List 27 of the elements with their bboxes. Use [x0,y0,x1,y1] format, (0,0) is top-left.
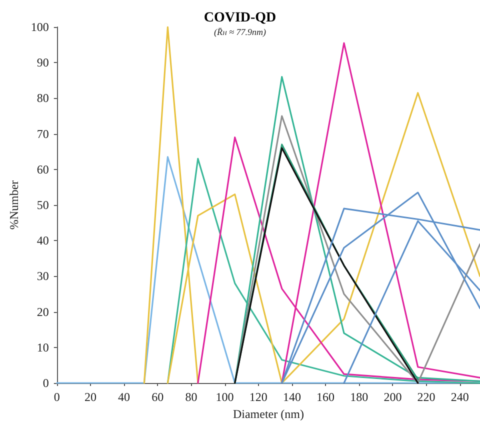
y-tick-label: 40 [36,234,49,248]
y-tick-label: 20 [36,304,49,319]
y-tick-label: 50 [36,198,49,212]
x-tick-label: 20 [84,390,96,404]
y-axis-title: %Number [7,180,21,230]
x-tick-label: 200 [384,390,402,404]
x-tick-label: 40 [118,390,130,404]
y-tick-label: 100 [30,20,49,34]
x-tick-label: 60 [152,390,164,404]
chart-title: COVID-QD [204,10,276,26]
x-axis-title: Diameter (nm) [232,406,304,421]
x-tick-label: 240 [450,390,469,404]
y-tick-label: 70 [36,126,49,141]
y-tick-label: 90 [36,56,49,70]
y-tick-label: 10 [36,340,49,354]
x-tick-label: 180 [350,390,368,404]
x-tick-label: 100 [216,390,234,404]
y-tick-label: 30 [36,269,49,284]
x-tick-label: 120 [249,390,268,404]
x-tick-label: 0 [54,390,60,404]
x-tick-label: 160 [316,390,335,404]
y-tick-label: 0 [42,376,49,390]
x-tick-label: 80 [185,390,198,404]
x-tick-label: 140 [282,390,301,404]
y-tick-label: 60 [36,162,49,176]
y-tick-label: 80 [36,91,49,106]
x-tick-label: 220 [417,390,436,404]
